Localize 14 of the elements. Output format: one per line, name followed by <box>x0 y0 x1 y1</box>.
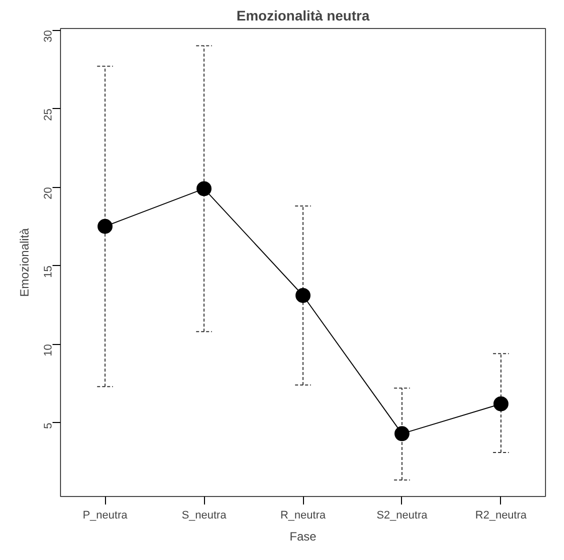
y-tick-label: 5 <box>42 422 54 429</box>
y-tick-label: 10 <box>42 344 54 356</box>
y-tick-label: 15 <box>42 266 54 278</box>
y-tick-label: 25 <box>42 108 54 121</box>
y-tick-label: 30 <box>42 30 54 42</box>
x-tick-label: S_neutra <box>182 510 228 522</box>
chart-title: Emozionalità neutra <box>236 8 370 24</box>
x-tick-label: R_neutra <box>280 510 327 522</box>
y-axis-title: Emozionalità <box>18 228 32 297</box>
x-tick-label: P_neutra <box>82 510 128 522</box>
x-tick-label: S2_neutra <box>376 510 428 522</box>
x-tick-label: R2_neutra <box>475 510 528 522</box>
x-axis-title: Fase <box>290 530 317 544</box>
y-tick-label: 20 <box>42 187 54 200</box>
